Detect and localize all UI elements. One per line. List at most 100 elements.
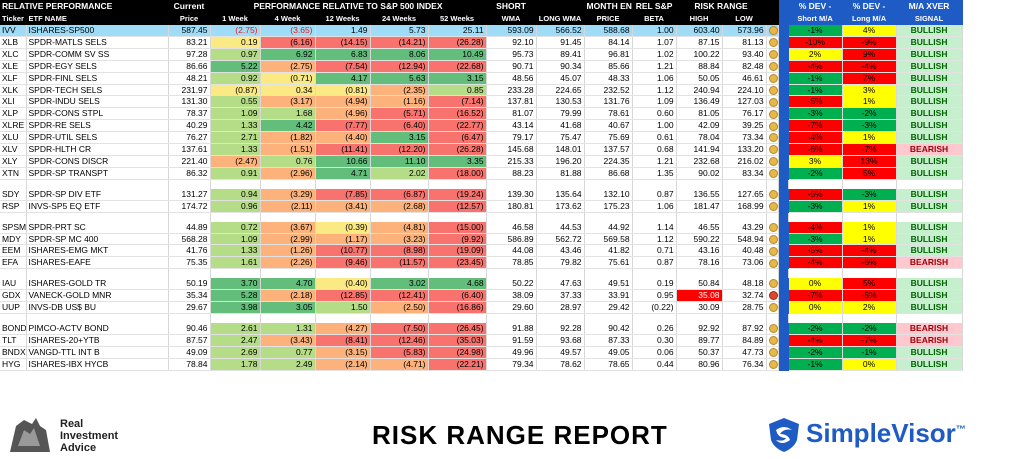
- current-header: Current: [168, 0, 211, 13]
- month-end-price-cell: 41.82: [584, 244, 633, 258]
- low-header: LOW: [722, 12, 767, 25]
- blue-divider: [778, 358, 789, 371]
- perf-w12-cell: (2.14): [315, 358, 371, 371]
- long-wma-header: LONG WMA: [536, 12, 585, 25]
- table-row: RSP INVS-SP5 EQ ETF 174.72 0.96 (2.11) (3.41)…: [0, 200, 1024, 213]
- risk-low-cell: 81.13: [722, 36, 767, 49]
- perf-w52-cell: (35.03): [428, 334, 487, 347]
- table-row: EEM ISHARES-EMG MKT 41.76 1.33 (1.26) (10.77)…: [0, 244, 1024, 258]
- signal-cell: BULLISH: [896, 233, 963, 246]
- table-row: XLI SPDR-INDU SELS 131.30 0.55 (3.17) (4.94)(…: [0, 95, 1024, 109]
- rel-sp-header: REL S&P: [632, 0, 677, 13]
- price-cell: 221.40: [168, 155, 211, 168]
- ticker-cell: SDY: [0, 188, 27, 201]
- dev-short-cell: -3%: [788, 233, 843, 246]
- risk-low-cell: 32.74: [722, 289, 767, 303]
- risk-high-cell: 50.84: [676, 278, 723, 291]
- blue-divider: [778, 167, 789, 180]
- perf-w24-cell: (7.50): [370, 322, 429, 335]
- risk-low-cell: 127.03: [722, 95, 767, 109]
- beta-cell: 1.35: [632, 167, 677, 180]
- price-cell: 76.27: [168, 131, 211, 145]
- short-wma-cell: 137.81: [486, 95, 537, 109]
- signal-cell: BULLISH: [896, 358, 963, 371]
- risk-high-cell: 240.94: [676, 84, 723, 97]
- long-wma-cell: 92.28: [536, 322, 585, 335]
- perf-w52-cell: (16.52): [428, 107, 487, 121]
- blue-divider: [778, 233, 789, 246]
- short-header: SHORT: [486, 0, 537, 13]
- ticker-cell: RSP: [0, 200, 27, 213]
- ticker-cell: MDY: [0, 233, 27, 246]
- perf-w4-cell: (2.75): [260, 60, 316, 73]
- table-row: MDY SPDR-SP MC 400 568.28 1.09 (2.99) (1.17)(…: [0, 233, 1024, 246]
- signal-cell: BULLISH: [896, 278, 963, 291]
- perf-w52-cell: (6.40): [428, 289, 487, 303]
- dev-short-cell: -4%: [788, 221, 843, 234]
- table-row: XLY SPDR-CONS DISCR 221.40 (2.47) 0.76 10.66 1…: [0, 155, 1024, 168]
- beta-cell: 0.06: [632, 346, 677, 359]
- risk-status-icon: [766, 36, 779, 49]
- ticker-cell: XLC: [0, 48, 27, 61]
- table-row: XLB SPDR-MATLS SELS 83.21 0.19 (6.16) (14.15)…: [0, 36, 1024, 49]
- etf-name-cell: INVS-DB US$ BU: [26, 301, 169, 314]
- perf-w1-cell: 0.97: [210, 48, 261, 61]
- risk-status-icon: [766, 200, 779, 213]
- risk-low-cell: 76.34: [722, 358, 767, 371]
- table-row: XLRE SPDR-RE SELS 40.29 1.33 4.42 (7.77) (6.40…: [0, 119, 1024, 133]
- perf-w1-cell: (2.75): [210, 24, 261, 37]
- perf-w24-cell: 3.15: [370, 131, 429, 145]
- blue-divider: [778, 131, 789, 145]
- long-wma-cell: 148.01: [536, 143, 585, 156]
- risk-status-icon: [766, 95, 779, 109]
- perf-w52-cell: (26.28): [428, 143, 487, 156]
- risk-alert-icon: [766, 289, 779, 303]
- perf-w4-cell: 2.49: [260, 358, 316, 371]
- month-end-price-cell: 48.33: [584, 72, 633, 85]
- risk-low-cell: 76.17: [722, 107, 767, 121]
- ticker-cell: XLI: [0, 95, 27, 109]
- perf-w4-cell: 6.92: [260, 48, 316, 61]
- perf-w4-cell: (1.26): [260, 244, 316, 258]
- perf-w52-cell: (16.86): [428, 301, 487, 314]
- long-wma-cell: 224.65: [536, 84, 585, 97]
- simplevisor-logo-text: SimpleVisor™: [806, 418, 966, 449]
- perf-w4-cell: (6.16): [260, 36, 316, 49]
- beta-cell: 1.12: [632, 84, 677, 97]
- perf-w52-cell: (24.98): [428, 346, 487, 359]
- perf-w24-cell: (5.71): [370, 107, 429, 121]
- blue-divider: [778, 84, 789, 97]
- risk-high-cell: 181.47: [676, 200, 723, 213]
- dev-long-cell: 7%: [842, 72, 897, 85]
- price-cell: 568.28: [168, 233, 211, 246]
- dev-long-cell: -6%: [842, 256, 897, 270]
- signal-header: SIGNAL: [896, 12, 963, 25]
- blue-divider: [778, 155, 789, 168]
- price-cell: 49.09: [168, 346, 211, 359]
- w24-header: 24 Weeks: [370, 12, 429, 25]
- price-cell: 587.45: [168, 24, 211, 37]
- perf-w24-cell: (2.35): [370, 84, 429, 97]
- perf-w4-cell: 1.31: [260, 322, 316, 335]
- risk-high-cell: 88.84: [676, 60, 723, 73]
- price-cell: 75.35: [168, 256, 211, 270]
- dev-long-cell: 0%: [842, 358, 897, 371]
- perf-w12-cell: (9.46): [315, 256, 371, 270]
- risk-status-icon: [766, 48, 779, 61]
- etf-name-cell: SPDR-SP TRANSPT: [26, 167, 169, 180]
- perf-w24-cell: (12.46): [370, 334, 429, 347]
- perf-w24-cell: 5.73: [370, 24, 429, 37]
- risk-high-cell: 35.08: [676, 289, 723, 303]
- ticker-cell: XLB: [0, 36, 27, 49]
- wma-header: WMA: [486, 12, 537, 25]
- risk-low-cell: 82.48: [722, 60, 767, 73]
- beta-cell: 0.19: [632, 278, 677, 291]
- beta-cell: 1.09: [632, 95, 677, 109]
- dev-short-cell: -4%: [788, 60, 843, 73]
- blue-divider: [778, 188, 789, 201]
- perf-w12-cell: 10.66: [315, 155, 371, 168]
- perf-w52-cell: (12.57): [428, 200, 487, 213]
- month-end-price-cell: 86.68: [584, 167, 633, 180]
- simplevisor-name: SimpleVisor: [806, 418, 956, 448]
- perf-w24-cell: (2.68): [370, 200, 429, 213]
